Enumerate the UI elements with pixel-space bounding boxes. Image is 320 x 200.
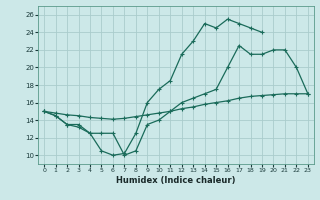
X-axis label: Humidex (Indice chaleur): Humidex (Indice chaleur)	[116, 176, 236, 185]
